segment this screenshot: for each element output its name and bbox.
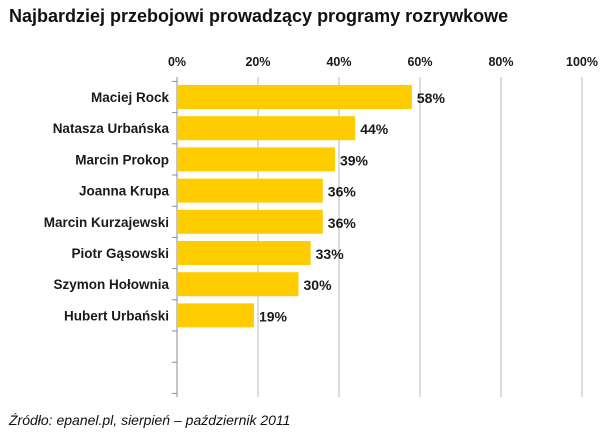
category-label: Joanna Krupa (79, 184, 170, 199)
value-label: 30% (304, 277, 333, 293)
x-tick-label: 0% (168, 55, 186, 69)
chart-title: Najbardziej przebojowi prowadzący progra… (9, 6, 509, 26)
bar (178, 272, 299, 297)
value-labels: 58% 44% 39% 36% 36% 33% 30% 19% (259, 90, 446, 324)
x-tick-label: 20% (245, 55, 270, 69)
category-label: Marcin Prokop (75, 152, 169, 167)
value-label: 33% (316, 246, 345, 262)
value-label: 36% (328, 215, 357, 231)
gridlines (172, 77, 583, 397)
source-note: Źródło: epanel.pl, sierpień – październi… (9, 412, 291, 428)
category-label: Maciej Rock (91, 90, 170, 105)
value-label: 36% (328, 184, 357, 200)
x-tick-label: 40% (326, 55, 351, 69)
bar (178, 85, 412, 109)
category-label: Marcin Kurzajewski (44, 215, 169, 230)
category-label: Szymon Hołownia (53, 277, 169, 292)
value-label: 44% (360, 121, 389, 137)
x-tick-label: 80% (488, 55, 513, 69)
bar (178, 178, 323, 203)
x-tick-label: 100% (566, 55, 598, 69)
category-labels: Maciej Rock Natasza Urbańska Marcin Prokop… (44, 90, 170, 323)
category-label: Hubert Urbański (64, 308, 169, 323)
x-tick-label: 60% (407, 55, 432, 69)
value-label: 58% (417, 90, 446, 106)
category-label: Natasza Urbańska (53, 121, 170, 136)
value-label: 19% (259, 308, 288, 324)
value-label: 39% (340, 152, 369, 168)
bar (178, 303, 254, 328)
bar (178, 241, 311, 265)
category-label: Piotr Gąsowski (71, 246, 169, 261)
bars (178, 85, 412, 328)
bar (178, 209, 323, 234)
bar (178, 147, 335, 172)
x-axis-ticks: 0% 20% 40% 60% 80% 100% (168, 55, 598, 69)
bar (178, 116, 356, 141)
